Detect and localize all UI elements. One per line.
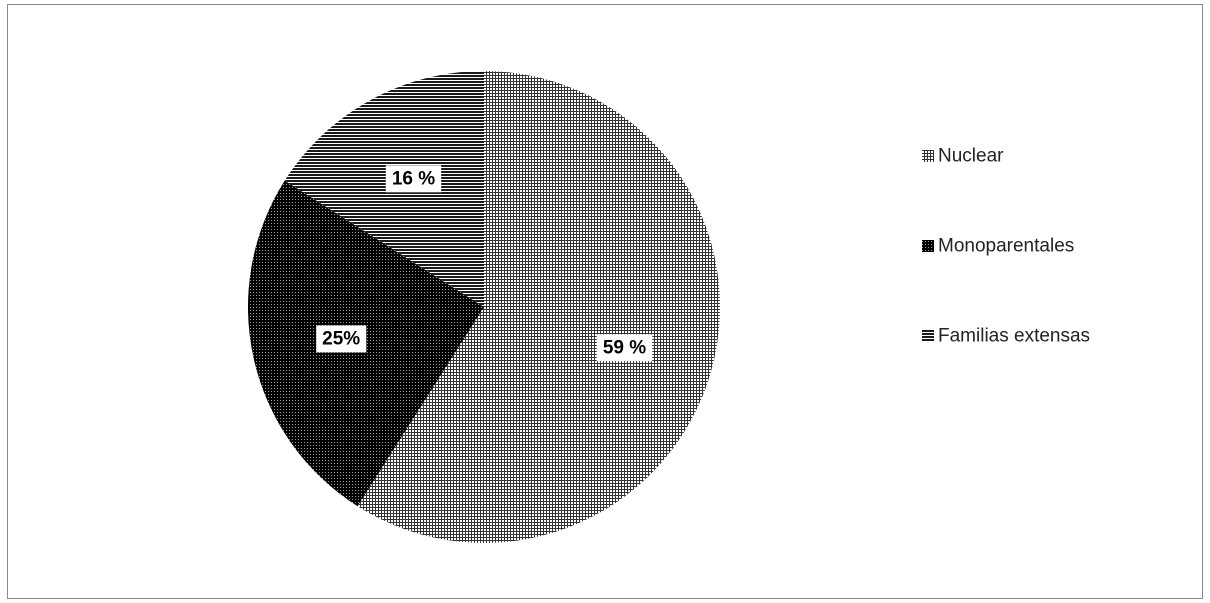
data-label-text: 25% bbox=[322, 328, 360, 349]
legend-swatch bbox=[922, 150, 934, 162]
legend-swatch bbox=[922, 240, 934, 252]
legend-label: Familias extensas bbox=[938, 326, 1090, 347]
data-label-background bbox=[385, 165, 442, 193]
data-label-nuclear: 59 % bbox=[596, 334, 653, 362]
pie-slice-familias-extensas bbox=[284, 71, 484, 307]
legend: Nuclear Monoparentales Familias extensas bbox=[922, 146, 1090, 347]
legend-item-familias-extensas: Familias extensas bbox=[922, 326, 1090, 347]
legend-label: Nuclear bbox=[938, 146, 1004, 167]
data-label-familias-extensas: 16 % bbox=[385, 165, 442, 193]
data-label-monoparentales: 25% bbox=[316, 325, 367, 353]
slice-labels: 59 % 25% 16 % bbox=[316, 165, 653, 362]
data-label-text: 59 % bbox=[603, 337, 646, 358]
pie-slices bbox=[247, 71, 720, 543]
pie-slice-nuclear bbox=[357, 71, 720, 543]
legend-swatch bbox=[922, 330, 934, 342]
data-label-background bbox=[596, 334, 653, 362]
legend-label: Monoparentales bbox=[938, 236, 1074, 257]
legend-item-nuclear: Nuclear bbox=[922, 146, 1004, 167]
legend-item-monoparentales: Monoparentales bbox=[922, 236, 1074, 257]
data-label-background bbox=[316, 325, 367, 353]
data-label-text: 16 % bbox=[392, 168, 435, 189]
